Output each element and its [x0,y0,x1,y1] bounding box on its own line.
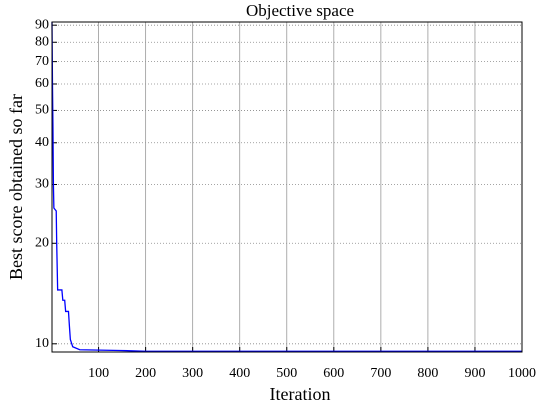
x-tick-label: 400 [229,366,250,381]
y-tick-label: 70 [35,54,49,69]
y-tick-label: 10 [35,336,49,351]
x-tick-label: 300 [182,366,203,381]
y-tick-label: 80 [35,34,49,49]
y-tick-label: 90 [35,17,49,32]
x-tick-label: 1000 [508,366,536,381]
y-tick-label: 60 [35,76,49,91]
plot-frame [51,21,523,353]
x-tick-label: 100 [88,366,109,381]
x-tick-label: 600 [323,366,344,381]
y-axis-label: Best score obtained so far [6,94,26,280]
x-tick-label: 500 [276,366,297,381]
x-tick-label: 900 [464,366,485,381]
y-tick-label: 50 [35,103,49,118]
y-tick-label: 40 [35,135,49,150]
y-tick-label: 20 [35,236,49,251]
chart-title: Objective space [246,1,354,20]
x-axis-label: Iteration [270,384,331,404]
x-tick-label: 700 [370,366,391,381]
y-tick-label: 30 [35,177,49,192]
x-tick-label: 200 [135,366,156,381]
x-tick-label: 800 [417,366,438,381]
data-line [51,21,522,352]
